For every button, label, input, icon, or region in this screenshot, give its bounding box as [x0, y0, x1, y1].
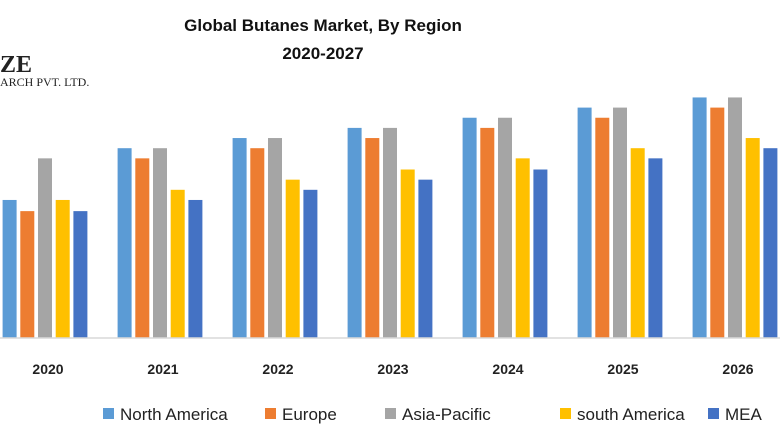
legend-item: Asia-Pacific	[385, 405, 491, 424]
bar-2025-north-america	[577, 107, 592, 338]
x-tick-label: 2020	[32, 361, 63, 377]
bar-2023-north-america	[347, 127, 362, 339]
bars-group	[2, 97, 778, 339]
legend-swatch	[103, 408, 114, 419]
legend-swatch	[265, 408, 276, 419]
bar-2020-south-america	[55, 199, 70, 338]
legend-label: North America	[120, 405, 228, 424]
legend-swatch	[385, 408, 396, 419]
legend-item: south America	[560, 405, 685, 424]
logo-text: ZE	[0, 52, 32, 78]
chart-title: Global Butanes Market, By Region	[184, 16, 462, 35]
bar-2026-asia-pacific	[728, 97, 742, 338]
logo-subtext: ARCH PVT. LTD.	[0, 75, 89, 89]
bar-2024-south-america	[515, 158, 530, 338]
bar-2024-mea	[533, 169, 548, 338]
x-tick-label: 2023	[377, 361, 408, 377]
legend-item: MEA	[708, 405, 763, 424]
bar-2024-asia-pacific	[498, 117, 512, 339]
bar-2022-north-america	[232, 138, 247, 338]
bar-2022-south-america	[285, 179, 300, 338]
bar-2025-mea	[648, 158, 663, 338]
bar-2021-north-america	[117, 148, 132, 338]
bar-2026-mea	[763, 148, 778, 338]
x-tick-label: 2025	[607, 361, 638, 377]
legend-swatch	[560, 408, 571, 419]
bar-2023-europe	[365, 138, 380, 338]
legend-swatch	[708, 408, 719, 419]
bar-2026-north-america	[692, 97, 707, 338]
bar-2021-europe	[135, 158, 150, 338]
legend-item: Europe	[265, 405, 337, 424]
bar-2025-asia-pacific	[613, 107, 627, 338]
x-tick-label: 2024	[492, 361, 523, 377]
bar-2022-mea	[303, 189, 318, 338]
bar-2024-north-america	[462, 117, 477, 339]
x-tick-label: 2021	[147, 361, 178, 377]
bar-2023-south-america	[400, 169, 415, 338]
bar-2024-europe	[480, 127, 495, 339]
legend-label: Europe	[282, 405, 337, 424]
legend-item: North America	[103, 405, 228, 424]
bar-2020-north-america	[2, 199, 17, 338]
x-tick-label: 2022	[262, 361, 293, 377]
legend-label: south America	[577, 405, 685, 424]
bar-2021-mea	[188, 199, 203, 338]
bar-2020-mea	[73, 211, 88, 338]
bar-2020-europe	[20, 211, 35, 338]
chart-subtitle: 2020-2027	[282, 44, 363, 63]
bar-2021-south-america	[170, 189, 185, 338]
legend-label: Asia-Pacific	[402, 405, 491, 424]
bar-2020-asia-pacific	[38, 158, 52, 338]
bar-2025-europe	[595, 117, 610, 339]
x-axis-ticks: 2020 2021 2022 2023 2024 2025 2026	[32, 361, 753, 377]
bar-2022-asia-pacific	[268, 138, 282, 338]
legend: North America Europe Asia-Pacific south Ame…	[103, 405, 763, 424]
bar-2025-south-america	[630, 148, 645, 338]
bar-2026-europe	[710, 107, 725, 338]
bar-2023-asia-pacific	[383, 127, 397, 339]
bar-2022-europe	[250, 148, 265, 338]
bar-2021-asia-pacific	[153, 148, 167, 338]
legend-label: MEA	[725, 405, 763, 424]
x-tick-label: 2026	[722, 361, 753, 377]
bar-2023-mea	[418, 179, 433, 338]
bar-2026-south-america	[745, 138, 760, 338]
